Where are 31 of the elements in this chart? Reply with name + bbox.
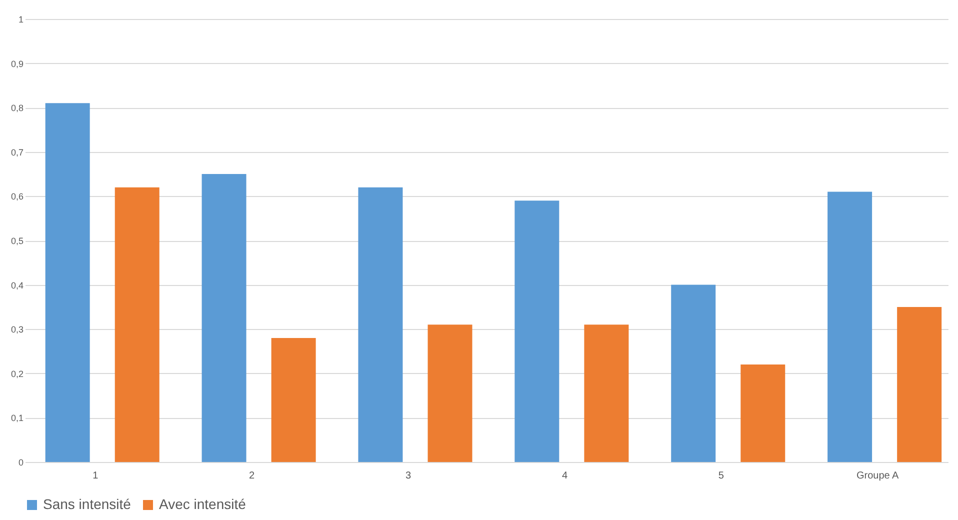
y-tick-label: 0,7 xyxy=(10,147,24,158)
x-tick-label: 3 xyxy=(406,470,412,482)
y-tick-label: 1 xyxy=(18,14,24,24)
y-tick-label: 0,5 xyxy=(10,236,24,246)
bar xyxy=(671,284,716,462)
bar xyxy=(358,187,403,462)
y-tick-label: 0,9 xyxy=(10,58,24,69)
x-tick-label: 2 xyxy=(249,470,256,482)
x-tick-label: Groupe A xyxy=(856,470,900,482)
x-tick-label: 1 xyxy=(92,470,99,482)
x-tick-label: 4 xyxy=(562,470,568,482)
bar xyxy=(740,364,786,462)
bar xyxy=(584,324,629,462)
y-tick-label: 0 xyxy=(18,458,24,468)
y-tick-label: 0,3 xyxy=(10,324,24,335)
bar xyxy=(114,187,160,462)
y-tick-label: 0,4 xyxy=(10,280,24,290)
x-tick-label: 5 xyxy=(718,470,724,482)
bar xyxy=(45,103,90,462)
legend-label: Sans intensité xyxy=(43,496,132,512)
bar xyxy=(897,306,942,462)
bar xyxy=(271,338,316,462)
bar xyxy=(428,324,472,462)
y-tick-label: 0,6 xyxy=(10,192,24,202)
bar xyxy=(202,174,246,462)
y-tick-label: 0,1 xyxy=(10,413,24,424)
bar xyxy=(514,200,560,462)
y-tick-label: 0,8 xyxy=(10,103,24,114)
legend-label: Avec intensité xyxy=(159,496,246,512)
bar xyxy=(828,192,872,462)
y-tick-label: 0,2 xyxy=(10,368,24,379)
